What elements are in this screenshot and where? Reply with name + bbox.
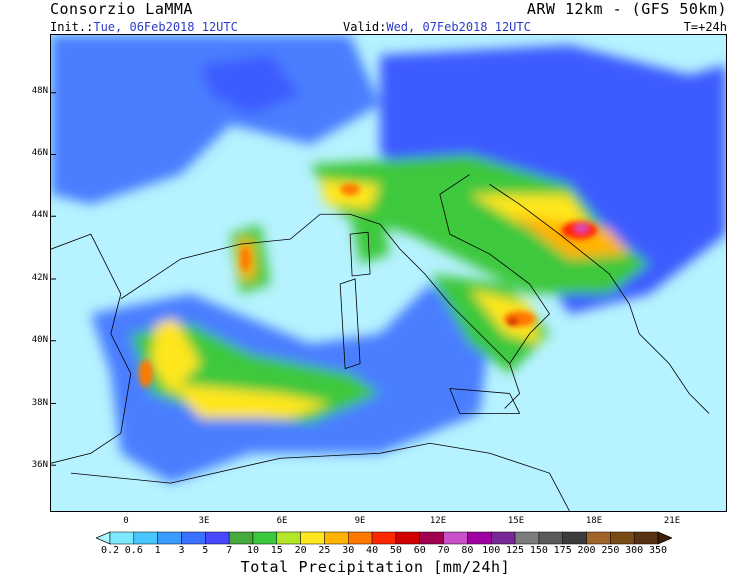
colorbar-swatch [371,531,397,545]
colorbar-level-label: 150 [529,545,548,556]
colorbar-level-label: 20 [294,545,307,556]
lon-label: 3E [198,516,210,526]
init-time: Init.:Tue, 06Feb2018 12UTC [50,20,238,34]
colorbar-level-label: 70 [437,545,450,556]
lon-label: 18E [585,516,603,526]
lead-time: T=+24h [683,20,727,34]
colorbar-swatch [324,531,349,545]
app-title: Consorzio LaMMA [50,0,193,18]
colorbar-right-arrow [657,531,672,545]
colorbar-swatch [443,531,468,545]
colorbar-swatch [228,531,254,545]
colorbar-level-label: 1 [154,545,161,556]
colorbar-swatch [157,531,182,545]
colorbar-swatch [395,531,420,545]
colorbar-level-label: 80 [461,545,474,556]
colorbar-left-arrow [96,531,111,545]
lon-label: 15E [507,516,525,526]
colorbar-level-label: 175 [553,545,572,556]
precipitation-map [50,34,727,512]
colorbar-level-label: 25 [318,545,331,556]
colorbar-level-label: 100 [482,545,501,556]
lon-label: 0 [123,516,129,526]
colorbar-swatch [205,531,230,545]
colorbar-level-label: 350 [648,545,668,556]
colorbar-level-label: 0.6 [124,545,143,556]
precip-maxima [138,183,598,388]
colorbar-level-label: 200 [577,545,596,556]
colorbar-swatch [538,531,563,545]
colorbar-level-label: 10 [246,545,259,556]
lat-label: 44N [31,210,48,220]
colorbar-level-label: 15 [270,545,283,556]
colorbar-level-label: 7 [226,545,233,556]
lon-label: 21E [663,516,681,526]
colorbar-level-label: 250 [601,545,620,556]
lat-label: 48N [31,86,48,96]
lat-label: 36N [31,460,48,470]
colorbar-title: Total Precipitation [mm/24h] [240,558,511,576]
valid-label: Valid: [343,20,387,34]
colorbar-swatch [490,531,516,545]
colorbar-swatch [133,531,158,545]
colorbar-level-label: 30 [342,545,355,556]
colorbar-level-label: 5 [202,545,209,556]
colorbar-level-label: 40 [366,545,379,556]
model-title: ARW 12km - (GFS 50km) [526,0,727,18]
colorbar-swatch [276,531,301,545]
colorbar-level-label: 125 [506,545,525,556]
lon-label: 6E [276,516,288,526]
colorbar-swatch [610,531,635,545]
valid-value: Wed, 07Feb2018 12UTC [386,20,531,34]
colorbar-swatch [348,531,373,545]
coastlines [51,174,710,511]
colorbar-swatch [633,531,659,545]
colorbar-level-label: 300 [625,545,644,556]
precip-field [51,35,726,484]
colorbar-swatch [109,531,135,545]
colorbar-swatch [181,531,206,545]
colorbar-level-label: 3 [178,545,185,556]
lat-label: 46N [31,148,48,158]
colorbar-level-label: 0.2 [100,545,120,556]
lon-label: 12E [429,516,447,526]
colorbar [96,531,672,545]
lat-label: 42N [31,273,48,283]
colorbar-swatch [419,531,444,545]
colorbar-swatch [514,531,540,545]
lon-label: 9E [354,516,366,526]
init-label: Init.: [50,20,94,34]
colorbar-level-label: 50 [389,545,402,556]
colorbar-swatch [300,531,325,545]
colorbar-swatch [252,531,278,545]
lat-label: 40N [31,335,48,345]
graticule-ticks [51,92,56,466]
colorbar-swatch [562,531,587,545]
init-value: Tue, 06Feb2018 12UTC [93,20,238,34]
colorbar-level-label: 60 [413,545,426,556]
colorbar-swatch [467,531,492,545]
lat-label: 38N [31,398,48,408]
valid-time: Valid:Wed, 07Feb2018 12UTC [343,20,531,34]
colorbar-swatch [586,531,611,545]
